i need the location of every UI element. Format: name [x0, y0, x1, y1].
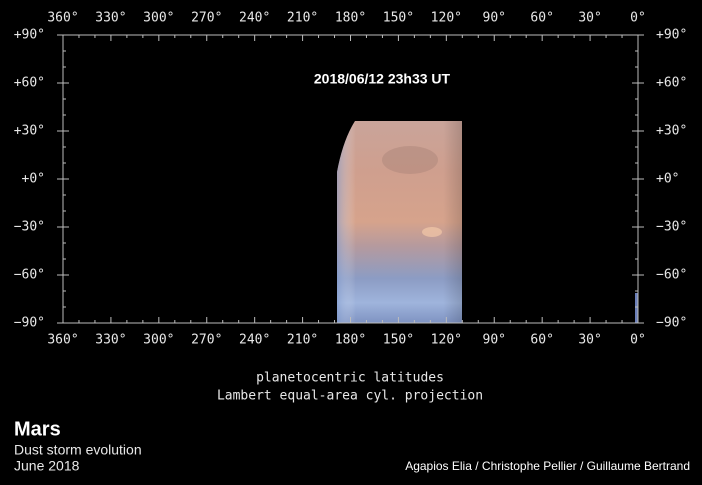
y-tick-label: +0° — [656, 172, 679, 187]
x-tick-label: 90° — [483, 11, 506, 26]
y-tick-label: +90° — [14, 28, 45, 43]
x-tick-label: 210° — [287, 333, 318, 348]
y-tick-label: +60° — [656, 76, 687, 91]
footer-subtitle: Dust storm evolution — [14, 442, 142, 458]
x-tick-label: 150° — [383, 11, 414, 26]
footer-date: June 2018 — [14, 458, 80, 474]
bright-feature — [422, 227, 442, 237]
y-tick-label: +0° — [22, 172, 45, 187]
y-tick-label: +60° — [14, 76, 45, 91]
x-tick-label: 90° — [483, 333, 506, 348]
x-tick-label: 0° — [630, 11, 646, 26]
x-tick-label: 120° — [431, 333, 462, 348]
x-tick-label: 120° — [431, 11, 462, 26]
x-tick-label: 180° — [335, 333, 366, 348]
mars-imagery — [337, 121, 638, 323]
y-tick-label: −60° — [14, 268, 45, 283]
caption: Lambert equal-area cyl. projection — [217, 389, 483, 404]
x-tick-label: 60° — [530, 11, 553, 26]
credit: Agapios Elia / Christophe Pellier / Guil… — [405, 459, 690, 473]
x-tick-label: 60° — [530, 333, 553, 348]
y-tick-label: −60° — [656, 268, 687, 283]
y-tick-label: −90° — [656, 316, 687, 331]
x-tick-label: 240° — [239, 333, 270, 348]
timestamp: 2018/06/12 23h33 UT — [314, 71, 451, 87]
y-tick-label: −30° — [14, 220, 45, 235]
x-tick-label: 30° — [578, 333, 601, 348]
x-tick-label: 270° — [191, 11, 222, 26]
x-tick-label: 270° — [191, 333, 222, 348]
footer-title: Mars — [14, 418, 61, 440]
x-tick-label: 300° — [143, 333, 174, 348]
x-tick-label: 360° — [47, 11, 78, 26]
y-tick-label: −30° — [656, 220, 687, 235]
y-tick-label: +90° — [656, 28, 687, 43]
y-tick-label: −90° — [14, 316, 45, 331]
x-tick-label: 360° — [47, 333, 78, 348]
x-tick-label: 0° — [630, 333, 646, 348]
x-tick-label: 210° — [287, 11, 318, 26]
x-tick-label: 330° — [95, 11, 126, 26]
mars-limb — [337, 121, 462, 323]
mars-sliver — [635, 293, 638, 323]
y-tick-label: +30° — [14, 124, 45, 139]
x-tick-label: 330° — [95, 333, 126, 348]
x-tick-label: 180° — [335, 11, 366, 26]
x-tick-label: 240° — [239, 11, 270, 26]
x-tick-label: 150° — [383, 333, 414, 348]
x-tick-label: 30° — [578, 11, 601, 26]
dark-feature — [382, 146, 438, 174]
y-tick-label: +30° — [656, 124, 687, 139]
x-tick-label: 300° — [143, 11, 174, 26]
caption: planetocentric latitudes — [256, 371, 444, 386]
